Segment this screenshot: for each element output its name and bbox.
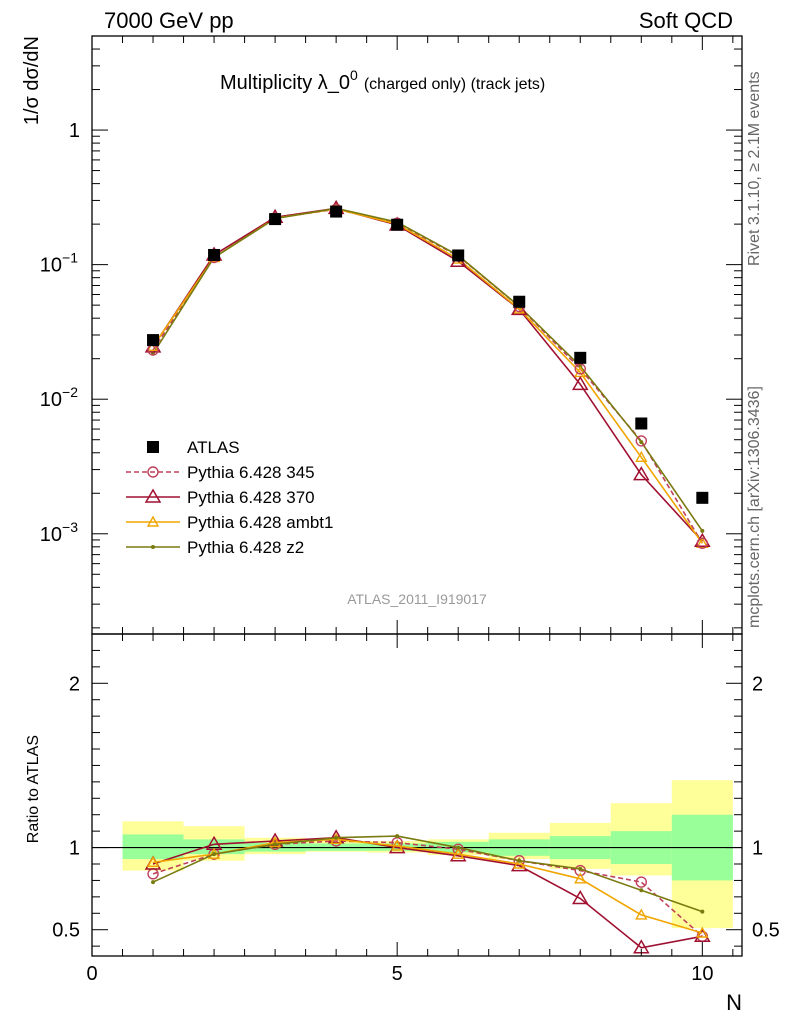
data-point-pythia-6-428-370 [571, 375, 589, 391]
ratio-point-pythia-6-428-z2 [639, 888, 644, 893]
ratio-plot-frame [91, 633, 743, 957]
series-line-pythia-6-428-370 [152, 207, 703, 542]
x-axis-label: N [726, 990, 742, 1015]
ratio-y-tick-label-right: 2 [752, 673, 763, 695]
ratio-point-pythia-6-428-ambt1 [635, 908, 648, 920]
data-point-atlas [147, 334, 160, 347]
analysis-tag: ATLAS_2011_I919017 [347, 591, 487, 607]
ratio-point-pythia-6-428-z2 [273, 842, 278, 847]
ratio-y-tick-label-right: 1 [752, 838, 763, 860]
ratio-point-pythia-6-428-z2 [517, 858, 522, 863]
data-point-pythia-6-428-345 [574, 363, 586, 375]
ratio-y-tick-label-left: 0.5 [52, 920, 80, 942]
series-line-pythia-6-428-z2 [152, 207, 703, 532]
y-tick-label: 10−1 [40, 250, 78, 277]
legend-marker-pythia-6-428-z2 [151, 545, 155, 549]
ratio-y-tick-label-left: 1 [69, 838, 80, 860]
data-point-atlas [635, 417, 648, 430]
ratio-uncertainty-bands [92, 780, 742, 929]
ratio-point-pythia-6-428-z2 [456, 845, 461, 850]
x-tick-label: 10 [691, 963, 713, 985]
legend-marker-atlas [147, 441, 159, 453]
ratio-line-pythia-6-428-370 [152, 836, 703, 949]
ratio-point-pythia-6-428-ambt1 [390, 839, 404, 851]
main-y-axis-label: 1/σ dσ/dN [21, 36, 43, 125]
data-point-atlas [208, 248, 221, 261]
ratio-line-pythia-6-428-ambt1 [152, 838, 703, 934]
data-point-atlas [574, 351, 587, 364]
data-point-atlas [391, 218, 404, 231]
data-point-pythia-6-428-ambt1 [635, 450, 648, 463]
data-point-pythia-6-428-z2 [700, 528, 705, 533]
ratio-line-pythia-6-428-345 [152, 840, 703, 937]
data-point-atlas [452, 249, 465, 262]
main-series-group [144, 199, 711, 549]
ratio-line-pythia-6-428-z2 [152, 835, 703, 913]
data-point-atlas [330, 205, 343, 218]
ratio-point-pythia-6-428-ambt1 [268, 836, 282, 848]
ratio-y-axis-label: Ratio to ATLAS [25, 735, 42, 843]
data-point-pythia-6-428-ambt1 [696, 536, 709, 548]
ratio-point-pythia-6-428-345 [635, 876, 647, 888]
ratio-point-pythia-6-428-ambt1 [513, 857, 526, 869]
legend-label-pythia-6-428-345: Pythia 6.428 345 [187, 463, 315, 482]
ratio-point-pythia-6-428-z2 [700, 909, 705, 914]
header-left-label: 7000 GeV pp [104, 8, 234, 33]
data-point-atlas [513, 295, 526, 308]
legend-label-atlas: ATLAS [187, 438, 240, 457]
data-point-pythia-6-428-370 [510, 300, 528, 316]
ratio-point-pythia-6-428-z2 [212, 852, 217, 857]
legend-label-pythia-6-428-z2: Pythia 6.428 z2 [187, 538, 304, 557]
ratio-point-pythia-6-428-z2 [395, 834, 400, 839]
data-point-pythia-6-428-z2 [639, 440, 644, 445]
legend-marker-pythia-6-428-345 [147, 466, 159, 478]
ratio-point-pythia-6-428-ambt1 [452, 847, 465, 859]
data-point-pythia-6-428-345 [696, 537, 709, 549]
ratio-point-pythia-6-428-z2 [151, 880, 156, 885]
ratio-point-pythia-6-428-z2 [334, 835, 339, 840]
y-tick-label: 10−2 [40, 384, 78, 411]
data-point-pythia-6-428-370 [632, 466, 650, 481]
ratio-point-pythia-6-428-ambt1 [696, 926, 709, 938]
legend-label-pythia-6-428-370: Pythia 6.428 370 [187, 488, 315, 507]
ratio-point-pythia-6-428-370 [571, 890, 589, 905]
main-chart-title: Multiplicity λ_00(charged only) (track j… [220, 67, 545, 94]
ratio-y-tick-label-left: 2 [69, 673, 80, 695]
ratio-y-tick-label-right: 0.5 [752, 920, 780, 942]
data-point-pythia-6-428-345 [635, 435, 647, 447]
legend-marker-pythia-6-428-370 [144, 488, 162, 503]
axis-ticks: 0 5 10 1 10−1 10−2 10−3 0.5 0.5 1 1 2 2 [40, 35, 780, 985]
ratio-point-pythia-6-428-z2 [578, 866, 583, 871]
header-right-label: Soft QCD [638, 8, 733, 33]
y-tick-label: 1 [69, 120, 80, 142]
x-tick-label: 0 [86, 963, 97, 985]
legend: ATLAS Pythia 6.428 345 Pythia 6.428 370 Pyt… [126, 438, 333, 557]
data-point-atlas [269, 213, 282, 226]
legend-label-pythia-6-428-ambt1: Pythia 6.428 ambt1 [187, 513, 333, 532]
legend-marker-pythia-6-428-ambt1 [146, 515, 160, 527]
ratio-point-pythia-6-428-ambt1 [574, 872, 587, 884]
ratio-band-green [122, 834, 184, 860]
data-point-pythia-6-428-ambt1 [513, 302, 526, 314]
ratio-point-pythia-6-428-ambt1 [146, 855, 160, 868]
x-tick-label: 5 [392, 963, 403, 985]
ratio-point-pythia-6-428-ambt1 [329, 832, 343, 845]
data-point-atlas [696, 491, 709, 504]
y-tick-label: 10−3 [40, 519, 78, 546]
ratio-series-group [144, 829, 711, 954]
